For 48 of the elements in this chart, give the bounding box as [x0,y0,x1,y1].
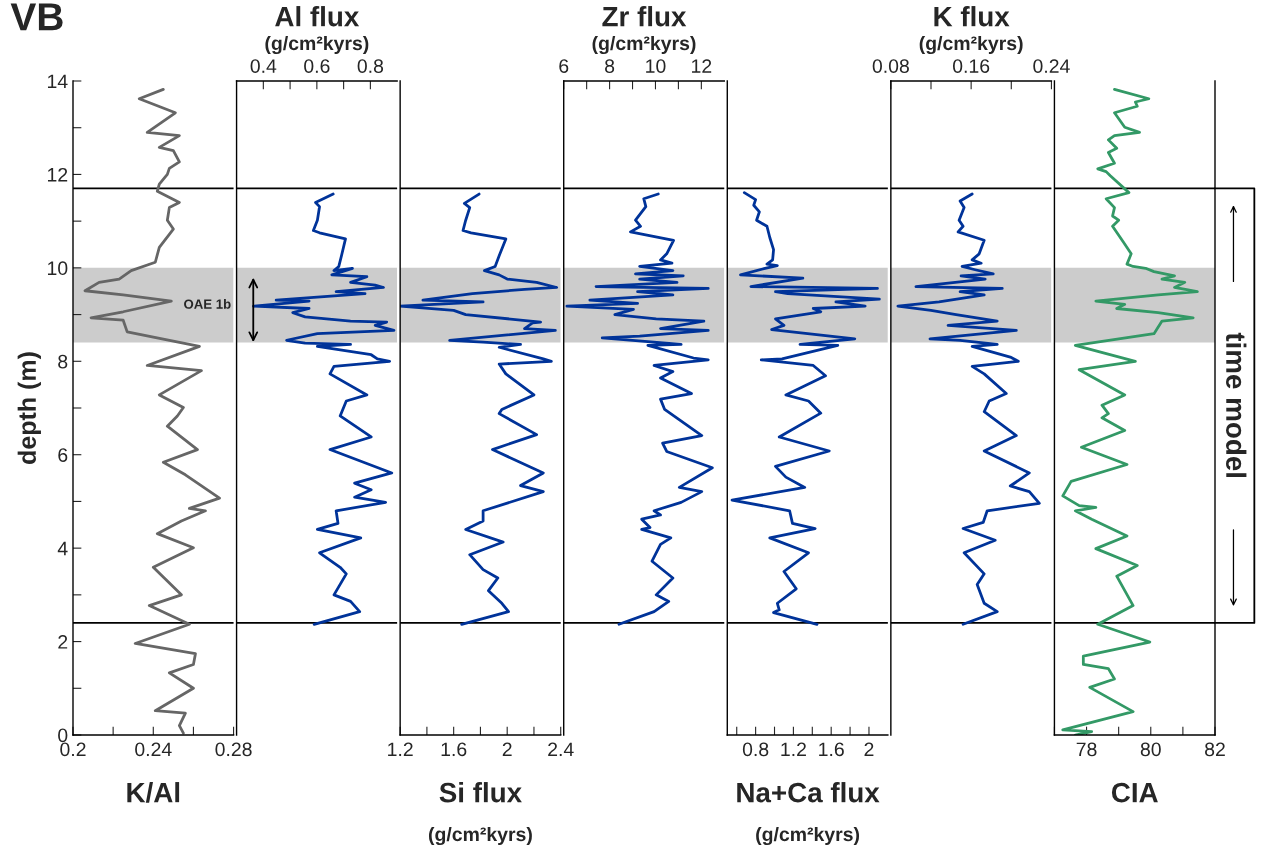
x-axis-title: Si flux [439,782,522,803]
x-tick-label: 1.2 [781,742,806,757]
x-axis-title: K/Al [127,782,180,803]
text: time model [1226,332,1247,478]
x-tick-label: 78 [1076,742,1097,757]
x-axis-title: CIA [1111,782,1158,803]
y-tick-label: 6 [58,448,68,462]
x-tick-label: 80 [1140,742,1161,757]
text: (g/cm²kyrs) [265,35,369,55]
y-tick-label: 12 [48,167,68,182]
x-tick-label: 0.08 [872,59,909,73]
x-axis-title: Al flux [275,6,360,27]
chart-title: VB [10,3,63,31]
x-tick-label: 1.6 [819,742,844,757]
x-tick-label: 0.16 [952,59,990,73]
y-tick-label: 4 [57,541,68,556]
x-tick-label: 8 [605,59,615,73]
band-label: OAE 1b [184,299,231,309]
x-tick-label: 0.24 [1033,59,1070,73]
text: (g/cm²kyrs) [428,826,532,846]
y-tick-label: 8 [58,354,68,369]
text: (g/cm²kyrs) [592,35,696,55]
y-tick-label: 14 [48,74,68,89]
y-tick-label: 10 [48,261,68,276]
x-tick-label: 0.8 [357,59,384,73]
y-axis-title: depth (m) [17,352,41,464]
y-tick-label: 0 [58,728,68,743]
text: (g/cm²kyrs) [756,826,860,846]
x-tick-label: 2.4 [548,742,574,757]
x-tick-label: 0.8 [742,742,769,757]
x-tick-label: 2 [502,742,512,757]
x-tick-label: 1.2 [388,742,413,757]
x-tick-label: 0.28 [215,742,252,757]
x-axis-title: Zr flux [602,6,687,27]
y-tick-label: 2 [58,635,68,649]
x-axis-title: Na+Ca flux [737,782,880,803]
text: (g/cm²kyrs) [919,35,1023,55]
x-tick-label: 2 [864,742,874,757]
x-tick-label: 0.24 [135,742,172,757]
x-tick-label: 10 [646,59,666,73]
x-tick-label: 12 [692,59,712,73]
x-tick-label: 0.2 [60,742,86,757]
x-tick-label: 0.6 [304,59,330,73]
x-tick-label: 1.6 [441,742,467,757]
x-tick-label: 6 [559,59,569,73]
x-tick-label: 82 [1205,742,1225,757]
x-tick-label: 0.4 [250,59,277,73]
x-axis-title: K flux [934,6,1010,27]
